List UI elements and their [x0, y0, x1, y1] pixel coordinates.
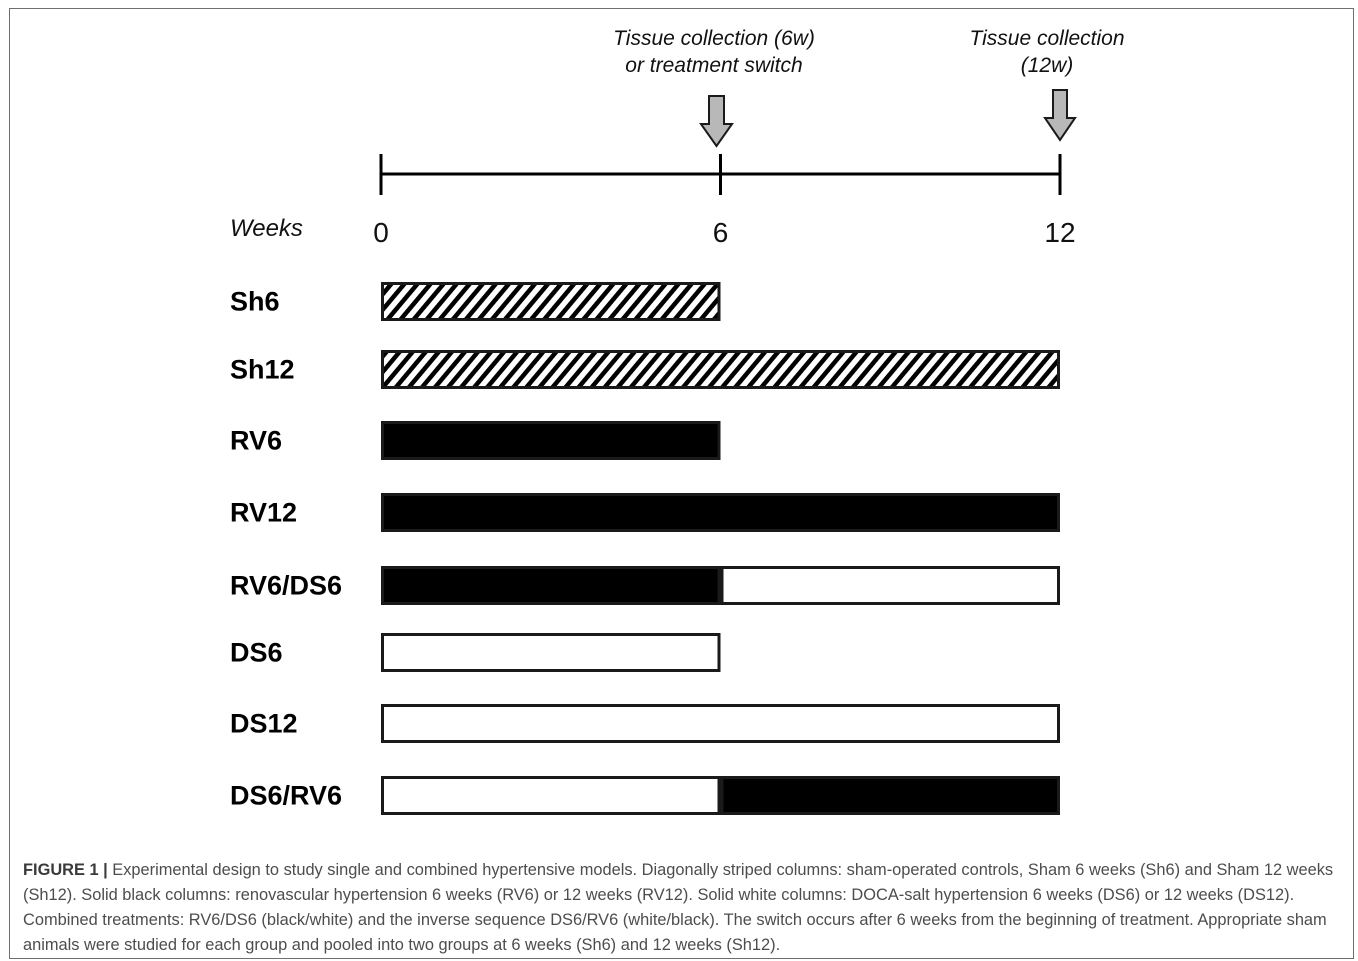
- figure-frame: [9, 8, 1354, 959]
- tick-label-0: 0: [373, 217, 389, 248]
- group-label-sh12: Sh12: [230, 355, 295, 385]
- bar-ds12-segment-1: [381, 704, 1060, 743]
- group-label-ds6-rv6: DS6/RV6: [230, 781, 342, 811]
- group-label-rv12: RV12: [230, 498, 297, 528]
- figure-label: FIGURE 1 |: [23, 861, 108, 879]
- group-label-ds6: DS6: [230, 638, 283, 668]
- bar-ds6-rv6-segment-1: [381, 776, 721, 815]
- annotation-6w-line2: or treatment switch: [625, 54, 802, 77]
- group-label-sh6: Sh6: [230, 287, 280, 317]
- annotation-12w-line1: Tissue collection: [969, 27, 1124, 50]
- bar-rv6-ds6-segment-2: [720, 566, 1060, 605]
- group-label-ds12: DS12: [230, 709, 298, 739]
- tick-label-6: 6: [713, 217, 729, 248]
- caption-text: Experimental design to study single and …: [23, 861, 1334, 954]
- down-arrow-12w-icon: [1043, 89, 1077, 142]
- group-label-rv6: RV6: [230, 426, 282, 456]
- bar-sh12-segment-1: [381, 350, 1060, 389]
- annotation-6w-line1: Tissue collection (6w): [613, 27, 815, 50]
- tick-label-12: 12: [1044, 217, 1075, 248]
- axis-label-weeks: Weeks: [230, 215, 303, 242]
- bar-ds6-rv6-segment-2: [720, 776, 1060, 815]
- bar-ds6-segment-1: [381, 633, 721, 672]
- bar-sh6-segment-1: [381, 282, 721, 321]
- bar-rv6-segment-1: [381, 421, 721, 460]
- annotation-12w-line2: (12w): [1021, 54, 1074, 77]
- group-label-rv6-ds6: RV6/DS6: [230, 571, 342, 601]
- bar-rv12-segment-1: [381, 493, 1060, 532]
- figure-caption: FIGURE 1 | Experimental design to study …: [23, 858, 1341, 958]
- experimental-design-diagram: Tissue collection (6w) or treatment swit…: [230, 27, 1125, 815]
- bar-rv6-ds6-segment-1: [381, 566, 721, 605]
- down-arrow-6w-icon: [699, 95, 734, 148]
